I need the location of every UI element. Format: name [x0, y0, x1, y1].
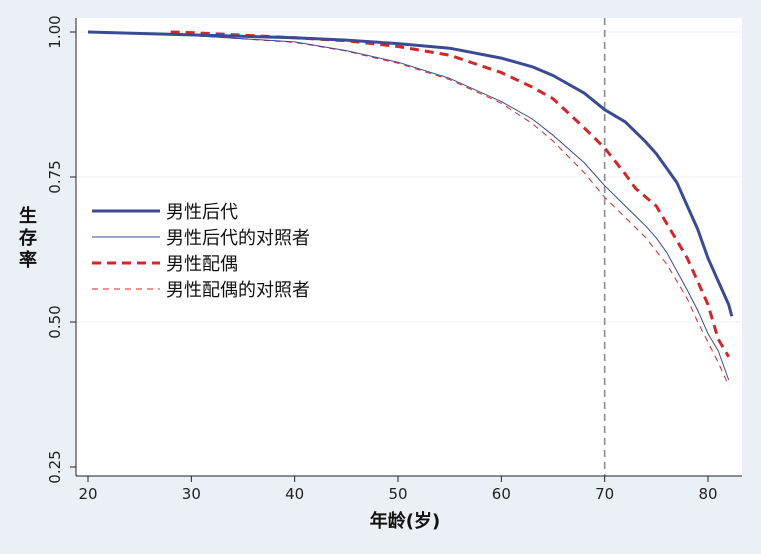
legend-label: 男性后代	[166, 202, 238, 223]
legend-item: 男性配偶的对照者	[92, 280, 310, 301]
x-tick-label: 20	[78, 485, 97, 503]
y-tick-label: 0.50	[46, 305, 64, 338]
y-axis-label: 生存率	[19, 206, 37, 271]
y-tick-label: 0.75	[46, 160, 64, 193]
x-tick-label: 40	[285, 485, 304, 503]
legend-item: 男性后代的对照者	[92, 228, 310, 249]
series-line-2	[87, 31, 730, 381]
x-tick-label: 70	[595, 485, 614, 503]
legend-label: 男性配偶的对照者	[166, 280, 310, 301]
plot-area	[76, 18, 742, 476]
x-tick-label: 50	[388, 485, 407, 503]
legend-label: 男性后代的对照者	[166, 228, 310, 249]
legend-item: 男性后代	[92, 202, 238, 223]
x-tick-label: 60	[492, 485, 511, 503]
x-axis-label: 年龄(岁)	[370, 510, 440, 532]
series-line-1	[87, 30, 734, 317]
legend-item: 男性配偶	[92, 254, 238, 275]
y-tick-label: 0.25	[46, 450, 64, 483]
series-line-4	[87, 31, 730, 387]
x-tick-label: 80	[698, 485, 717, 503]
y-tick-label: 1.00	[46, 15, 64, 48]
x-tick-label: 30	[182, 485, 201, 503]
legend-label: 男性配偶	[166, 254, 238, 275]
